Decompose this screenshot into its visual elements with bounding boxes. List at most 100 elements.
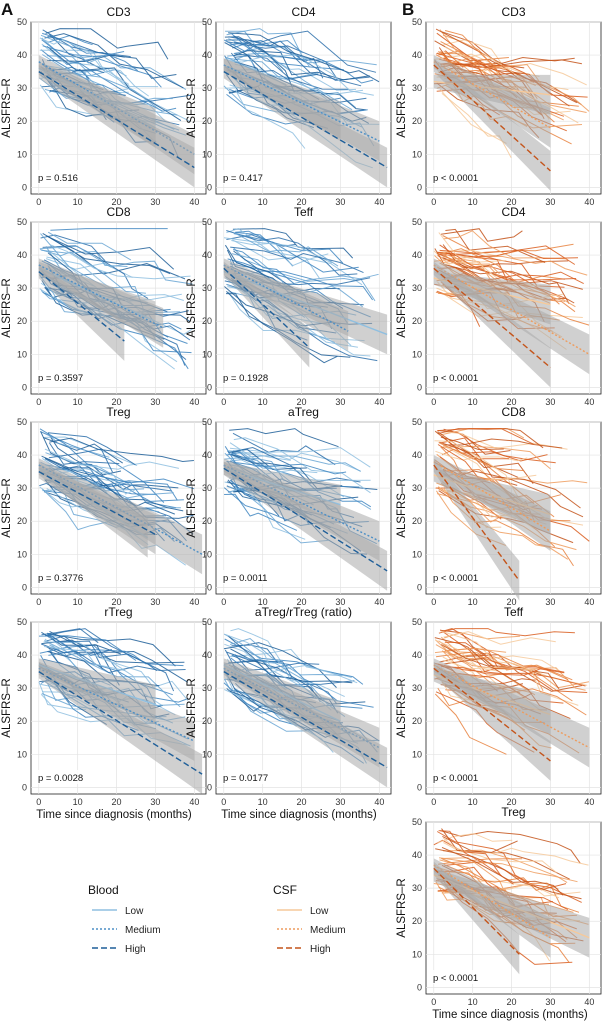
patient-line — [42, 488, 121, 531]
x-tick-label: 20 — [297, 597, 307, 607]
panel-title: aTreg — [288, 405, 319, 419]
y-tick-label: 10 — [202, 349, 212, 359]
patient-line — [42, 245, 149, 300]
y-tick-label: 30 — [202, 283, 212, 293]
y-tick-label: 50 — [202, 217, 212, 227]
y-axis-label: ALSFRS–R — [1, 478, 13, 537]
y-tick-label: 0 — [417, 382, 422, 392]
x-tick-label: 20 — [112, 197, 122, 207]
chart-panel: 0 10 20 30 40 0 10 20 30 40 50 Teff ALSFRS–R p < 0.00… — [396, 605, 602, 807]
patient-line — [228, 30, 377, 73]
panel-title: Teff — [294, 205, 314, 219]
patient-line — [48, 432, 136, 466]
y-axis-label: ALSFRS–R — [1, 678, 13, 737]
patient-line — [440, 228, 523, 242]
x-tick-label: 0 — [36, 397, 41, 407]
y-tick-label: 20 — [202, 116, 212, 126]
x-tick-label: 10 — [468, 597, 478, 607]
panel-title: CD4 — [291, 5, 315, 19]
patient-line — [50, 228, 168, 231]
p-value-background — [220, 770, 272, 784]
y-tick-label: 10 — [202, 149, 212, 159]
chart-panel: 0 10 20 30 40 0 10 20 30 40 50 CD4 ALSFRS–R p = 0.417 — [186, 5, 392, 207]
patient-line — [224, 36, 295, 93]
trend-line-high — [433, 867, 520, 955]
patient-line — [224, 244, 270, 279]
legend-blood: Blood Low Medium High — [88, 883, 161, 955]
x-tick-label: 0 — [431, 797, 436, 807]
x-tick-label: 20 — [297, 197, 307, 207]
chart-panel: 0 10 20 30 40 0 10 20 30 40 50 Treg ALSFRS–R p < 0.00… — [396, 805, 602, 1007]
y-tick-label: 30 — [17, 83, 27, 93]
y-tick-label: 50 — [17, 17, 27, 27]
x-axis-label-group: Time since diagnosis (months) Time since… — [36, 809, 588, 1021]
p-value-label: p = 0.3597 — [38, 373, 83, 384]
patient-line — [436, 249, 579, 260]
patient-line — [232, 231, 339, 267]
patient-line — [38, 635, 137, 661]
y-tick-label: 30 — [202, 83, 212, 93]
x-tick-label: 30 — [335, 197, 345, 207]
x-tick-label: 20 — [507, 397, 517, 407]
panel-title: CD8 — [106, 205, 130, 219]
x-tick-label: 10 — [73, 797, 83, 807]
patient-line — [433, 255, 588, 276]
p-value-background — [430, 370, 482, 384]
panel-title: CD4 — [501, 205, 525, 219]
y-tick-label: 40 — [17, 650, 27, 660]
x-tick-label: 20 — [507, 797, 517, 807]
patient-line — [47, 36, 131, 58]
y-tick-label: 0 — [207, 782, 212, 792]
trend-line-medium — [433, 461, 551, 532]
patient-line — [43, 646, 126, 672]
y-tick-label: 40 — [202, 650, 212, 660]
x-tick-label: 30 — [545, 997, 555, 1007]
patient-line — [39, 37, 130, 85]
y-tick-label: 20 — [17, 316, 27, 326]
y-tick-label: 40 — [412, 50, 422, 60]
patient-line — [226, 460, 347, 475]
trend-line-medium — [433, 864, 551, 939]
patient-line — [235, 230, 344, 264]
trend-line-high — [433, 464, 520, 582]
patient-line — [226, 651, 293, 678]
trend-line-medium — [433, 664, 590, 749]
x-tick-label: 40 — [584, 797, 594, 807]
y-tick-label: 30 — [202, 483, 212, 493]
x-tick-label: 30 — [545, 597, 555, 607]
y-axis-label: ALSFRS–R — [396, 78, 408, 137]
patient-line — [40, 249, 146, 294]
patient-line — [441, 93, 512, 158]
patient-line — [44, 457, 175, 515]
y-tick-label: 30 — [202, 683, 212, 693]
patient-line — [47, 633, 175, 692]
patient-line — [439, 857, 578, 883]
legend-csf-low-label: Low — [310, 906, 329, 917]
panel-title: rTreg — [104, 605, 132, 619]
x-tick-label: 10 — [468, 997, 478, 1007]
x-tick-label: 0 — [221, 597, 226, 607]
p-value-background — [430, 170, 482, 184]
y-tick-label: 40 — [202, 450, 212, 460]
patient-line — [435, 848, 582, 900]
x-tick-label: 0 — [431, 397, 436, 407]
x-tick-label: 30 — [150, 197, 160, 207]
patient-line — [434, 248, 475, 278]
y-tick-label: 20 — [17, 716, 27, 726]
patient-line — [444, 641, 588, 693]
patient-line — [226, 41, 338, 80]
x-tick-label: 0 — [36, 797, 41, 807]
patient-line — [224, 493, 298, 531]
patient-line — [39, 245, 193, 285]
x-tick-label: 0 — [36, 597, 41, 607]
panel-title: CD3 — [106, 5, 130, 19]
chart-panel: 0 10 20 30 40 0 10 20 30 40 50 CD3 ALSFRS–R p = 0.516 — [1, 5, 207, 207]
patient-line — [49, 630, 121, 655]
trend-line-medium — [223, 264, 349, 332]
patient-line — [438, 442, 525, 472]
patient-line — [46, 635, 112, 657]
patient-line — [49, 468, 136, 495]
x-tick-label: 20 — [507, 197, 517, 207]
patient-line — [48, 648, 184, 667]
patient-line — [442, 837, 557, 873]
